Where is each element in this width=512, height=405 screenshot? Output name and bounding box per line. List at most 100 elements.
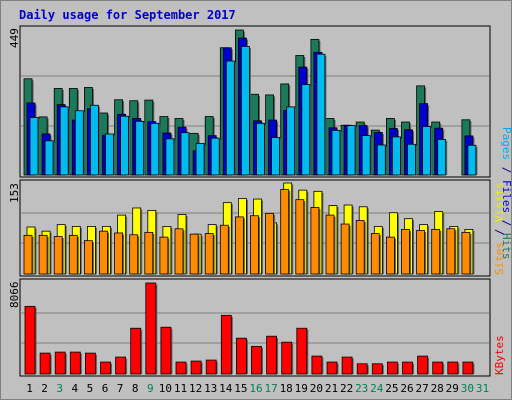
bar-sites-day-25 [385,236,395,275]
x-tick-label: 5 [87,382,94,395]
x-tick-label: 24 [370,382,384,395]
bar-pages-day-24 [376,144,386,176]
bar-pages-day-13 [210,137,220,176]
legend-files: Files [500,180,512,213]
hits-panel: 449 Pages / Files / Hits [8,25,512,260]
legend-pages: Pages [500,127,512,160]
bar-sites-day-6 [99,230,108,275]
kbytes-panel-grid [21,312,489,344]
bar-sites-day-9 [144,231,154,275]
bar-pages-day-17 [271,137,281,176]
bar-sites-day-11 [174,228,184,275]
bar-sites-day-3 [53,236,63,275]
bar-sites-day-24 [370,233,380,275]
bar-kbytes-day-10 [160,326,172,375]
bar-pages-day-2 [44,140,54,176]
x-tick-label: 28 [431,382,444,395]
bar-pages-day-21 [331,130,341,176]
bar-kbytes-day-11 [175,361,187,375]
x-tick-label: 11 [174,382,187,395]
bar-pages-day-7 [120,115,129,176]
bar-pages-day-16 [256,122,265,176]
bar-kbytes-day-23 [356,363,368,375]
bar-sites-day-20 [310,206,320,275]
bar-sites-day-29 [446,228,456,275]
bar-sites-day-12 [189,233,199,275]
kbytes-panel-legend: KBytes [493,335,506,375]
x-tick-label: 15 [234,382,247,395]
bar-pages-day-20 [316,53,326,176]
x-tick-label: 21 [325,382,338,395]
bar-kbytes-day-1 [24,305,36,375]
bar-sites-day-14 [219,224,229,275]
bar-kbytes-day-18 [281,341,293,375]
bar-kbytes-day-9 [145,282,157,375]
bar-kbytes-day-6 [100,361,111,375]
x-tick-label: 3 [56,382,63,395]
hits-panel-legend: Pages / Files / Hits [500,127,512,260]
bar-pages-day-27 [422,126,432,176]
bar-pages-day-23 [361,135,371,176]
legend-hits: Hits [500,233,512,260]
x-tick-label: 2 [41,382,48,395]
bar-pages-day-19 [301,84,311,176]
x-tick-label: 13 [204,382,217,395]
legend-sep-3: / [493,222,506,242]
x-tick-label: 4 [71,382,78,395]
bar-kbytes-day-12 [190,360,202,375]
bar-pages-day-5 [90,104,99,176]
bar-pages-day-3 [59,106,69,176]
bar-sites-day-1 [23,234,33,275]
bar-sites-day-8 [129,234,139,275]
x-tick-label: 10 [159,382,172,395]
bar-pages-day-25 [391,136,401,176]
bar-sites-day-4 [68,234,78,275]
legend-kbytes: KBytes [493,335,506,375]
x-tick-label: 19 [295,382,308,395]
bar-sites-day-7 [114,232,123,275]
bar-sites-day-21 [325,214,335,275]
bar-sites-day-30 [461,231,471,275]
bar-sites-day-28 [431,228,441,275]
x-tick-label: 7 [117,382,124,395]
x-tick-label: 1 [26,382,33,395]
x-tick-label: 30 [461,382,474,395]
x-tick-label: 27 [415,382,428,395]
bar-kbytes-day-4 [69,351,81,375]
bar-pages-day-28 [437,139,447,176]
visits-panel: 153 Sites / Visits [8,179,506,277]
kbytes-panel-max-label: 8066 [8,282,21,309]
bar-kbytes-day-25 [386,361,398,375]
bar-pages-day-15 [240,46,250,176]
x-tick-label: 16 [249,382,262,395]
bar-kbytes-day-26 [402,361,413,375]
kbytes-panel: 8066 KBytes [8,278,506,377]
bar-sites-day-19 [295,199,305,275]
x-tick-label: 14 [219,382,233,395]
bar-sites-day-2 [38,234,48,275]
x-tick-label: 25 [385,382,398,395]
x-tick-label: 18 [280,382,293,395]
x-axis-labels: 1 2 3 4 5 6 7 8 9 10 11 12 13 14 15 16 17 18 19 20 21 22 23 24 2… [26,382,489,395]
legend-sites: Sites [493,242,506,275]
bar-kbytes-day-19 [296,327,308,375]
visits-panel-bars [23,182,475,275]
bar-sites-day-23 [355,220,365,275]
bar-pages-day-9 [150,122,160,176]
bar-kbytes-day-14 [220,314,232,375]
bar-sites-day-22 [340,223,350,275]
x-tick-label: 26 [400,382,413,395]
visits-panel-max-label: 153 [8,183,21,203]
bar-kbytes-day-21 [326,361,338,375]
bar-kbytes-day-7 [115,356,126,375]
bar-sites-day-5 [84,240,93,275]
x-tick-label: 6 [102,382,109,395]
bar-sites-day-13 [204,233,214,275]
x-tick-label: 17 [264,382,277,395]
bar-kbytes-day-27 [417,355,429,375]
x-tick-label: 31 [476,382,489,395]
legend-sep-1: / [500,160,512,180]
hits-panel-bars [23,29,478,176]
